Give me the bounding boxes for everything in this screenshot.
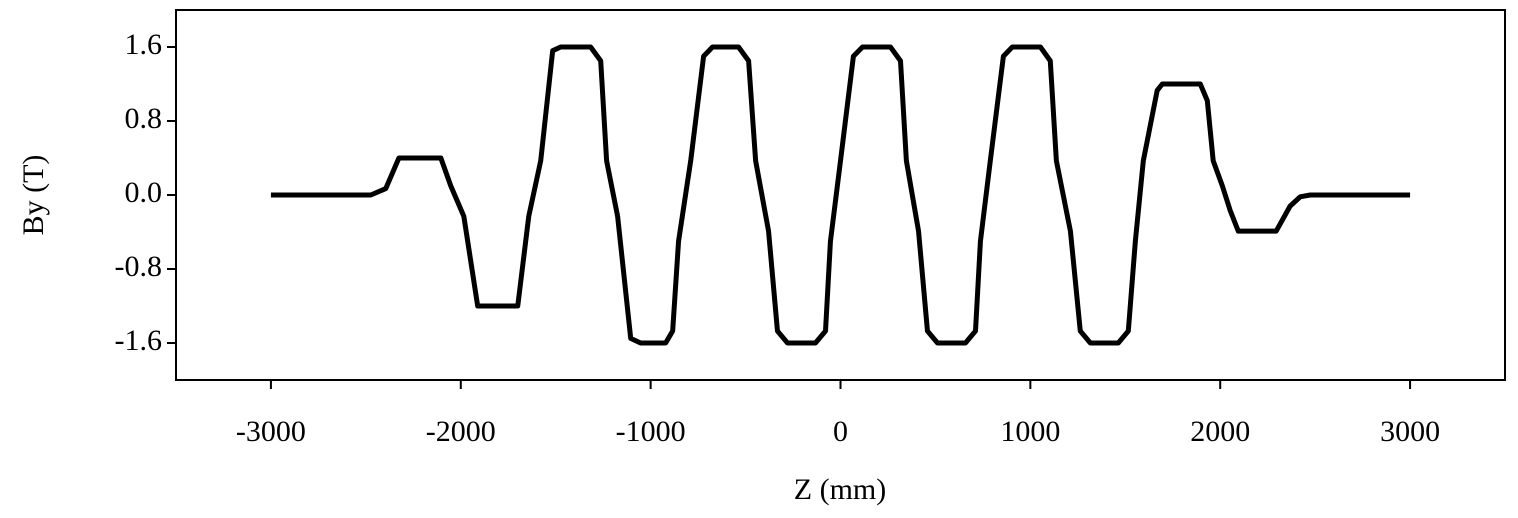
- y-tick-label: 0.8: [125, 102, 163, 135]
- y-axis-label: By (T): [17, 155, 50, 236]
- x-axis-label: Z (mm): [794, 473, 886, 506]
- y-tick-label: -0.8: [115, 250, 163, 283]
- x-tick-label: -2000: [426, 415, 496, 448]
- x-tick-label: 1000: [1000, 415, 1060, 448]
- y-tick-label: -1.6: [115, 324, 163, 357]
- x-tick-label: 3000: [1380, 415, 1440, 448]
- x-tick-label: 2000: [1190, 415, 1250, 448]
- y-tick-label: 1.6: [125, 28, 163, 61]
- y-tick-label: 0.0: [125, 176, 163, 209]
- x-tick-label: 0: [833, 415, 848, 448]
- x-tick-label: -1000: [616, 415, 686, 448]
- x-tick-label: -3000: [236, 415, 306, 448]
- data-line: [270, 44, 1411, 346]
